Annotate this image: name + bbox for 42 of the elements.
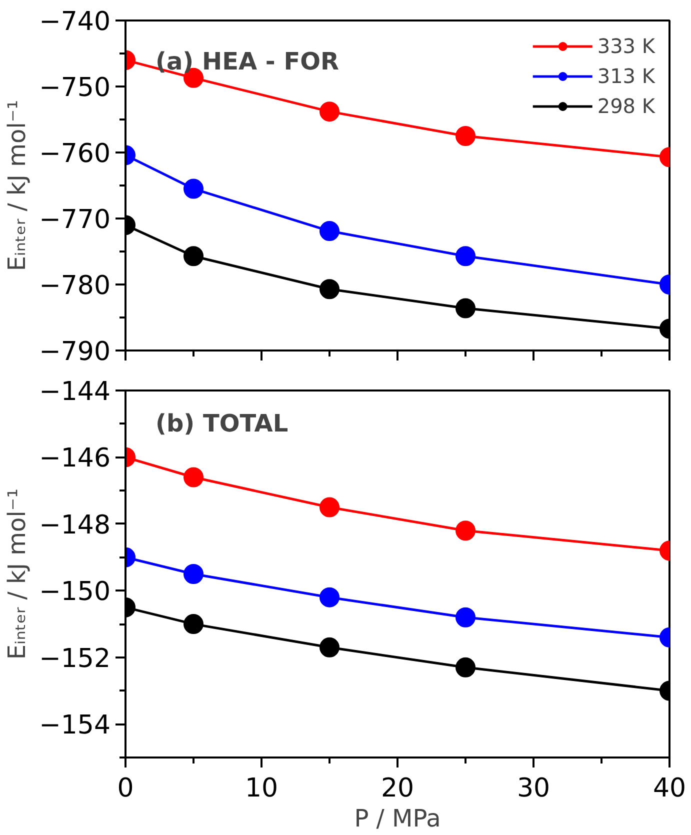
x-tick-label: 20 <box>380 774 414 804</box>
point <box>456 607 476 628</box>
legend-label: 313 K <box>597 64 655 88</box>
y-tick-label: −144 <box>39 377 111 407</box>
point <box>184 246 204 266</box>
y-tick-label: −148 <box>39 510 111 540</box>
x-tick-label: 10 <box>244 774 278 804</box>
point <box>456 657 476 678</box>
point <box>456 246 476 266</box>
point <box>320 587 340 608</box>
point <box>184 614 204 634</box>
point <box>320 497 340 518</box>
x-tick-label: 0 <box>117 774 134 804</box>
text: (a) HEA - FOR <box>156 48 339 76</box>
y-tick-label: −154 <box>39 710 111 741</box>
text: (b) TOTAL <box>156 410 288 438</box>
point <box>456 520 476 541</box>
point <box>456 126 476 146</box>
x-axis-title: P / MPa <box>354 804 441 832</box>
y-tick-label: −152 <box>39 644 111 674</box>
y-tick-label: −770 <box>39 205 111 235</box>
point <box>320 221 340 242</box>
point <box>320 102 340 122</box>
y-tick-label: −750 <box>39 73 111 103</box>
point <box>184 178 204 199</box>
x-tick-label: 30 <box>516 774 550 804</box>
y-tick-label: −146 <box>39 444 111 474</box>
point <box>184 467 204 488</box>
legend-label: 298 K <box>597 94 655 118</box>
y-axis-title: Eᵢₙₜₑᵣ / kJ mol⁻¹ <box>3 100 32 272</box>
y-tick-label: −150 <box>39 577 111 608</box>
y-tick-label: −760 <box>39 139 111 169</box>
legend-label: 333 K <box>597 34 655 58</box>
y-tick-label: −790 <box>39 337 111 367</box>
y-axis-title: Eᵢₙₜₑᵣ / kJ mol⁻¹ <box>3 488 32 660</box>
point <box>320 279 340 300</box>
x-tick-label: 40 <box>652 774 686 804</box>
point <box>456 298 476 318</box>
y-tick-label: −740 <box>39 7 111 37</box>
point <box>184 564 204 584</box>
y-tick-label: −780 <box>39 271 111 301</box>
point <box>320 637 340 658</box>
